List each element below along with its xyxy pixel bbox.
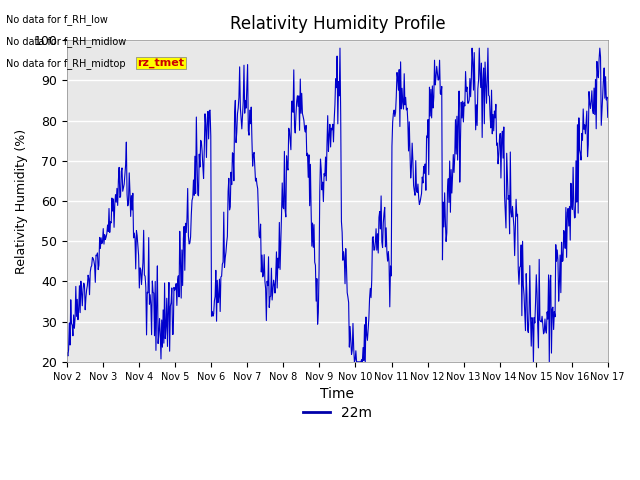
Text: No data for f_RH_low: No data for f_RH_low <box>6 14 108 25</box>
Legend: 22m: 22m <box>297 400 378 426</box>
X-axis label: Time: Time <box>321 387 355 401</box>
Y-axis label: Relativity Humidity (%): Relativity Humidity (%) <box>15 129 28 274</box>
Title: Relativity Humidity Profile: Relativity Humidity Profile <box>230 15 445 33</box>
Text: No data for f_RH_midtop: No data for f_RH_midtop <box>6 58 126 69</box>
Text: No data for f_RH_midlow: No data for f_RH_midlow <box>6 36 127 47</box>
Text: rz_tmet: rz_tmet <box>138 58 184 68</box>
